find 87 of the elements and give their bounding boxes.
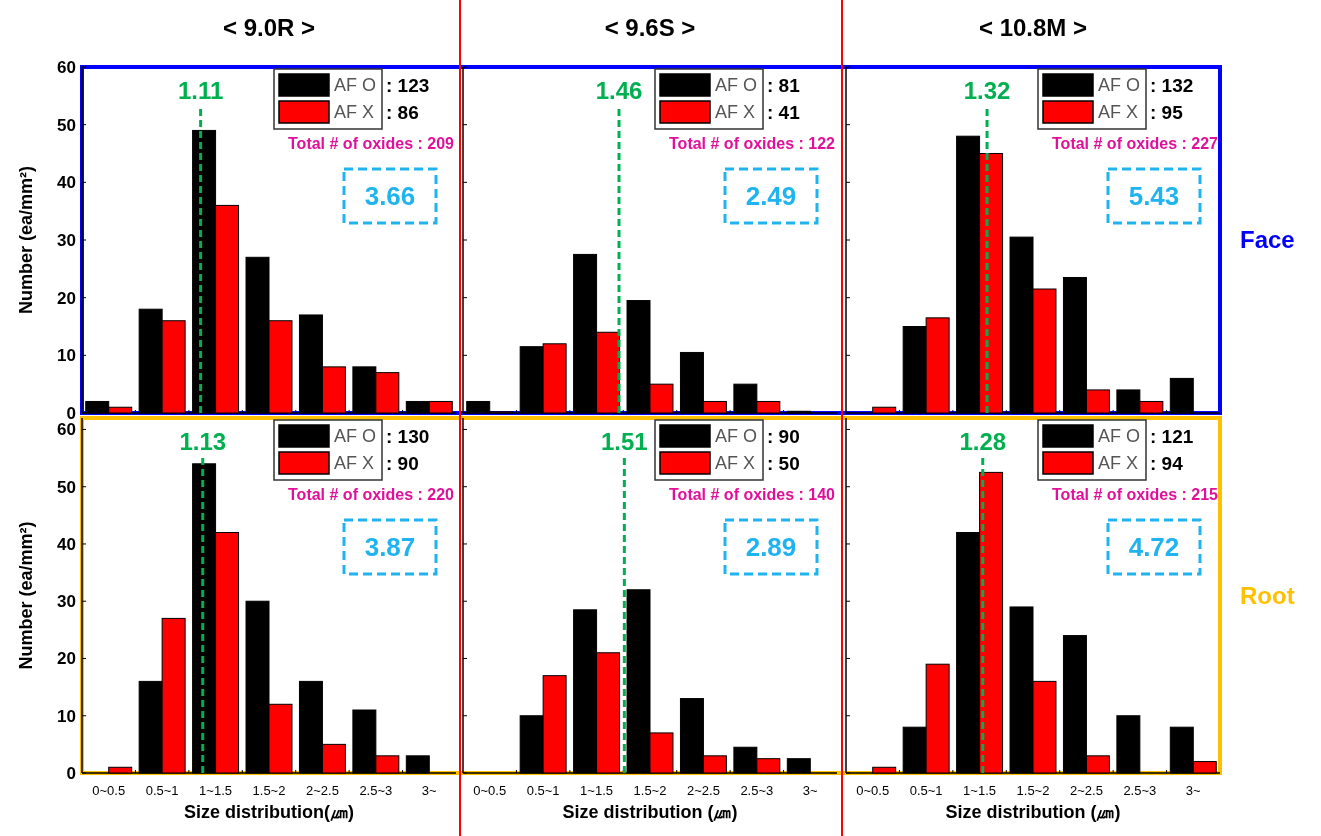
x-tick-label: 0.5~1 [526, 783, 560, 798]
annotation: : 132 [1150, 74, 1194, 96]
y-tick-label: 50 [57, 477, 76, 497]
x-tick-label: 2~2.5 [1069, 783, 1103, 798]
y-axis-title: Number (ea/mm²) [16, 165, 36, 315]
annotation: : 130 [386, 425, 430, 447]
y-tick-label: 30 [57, 230, 76, 250]
y-tick-label: 0 [66, 763, 76, 783]
y-tick-label: 20 [57, 288, 76, 308]
ref-line-label: 1.46 [595, 77, 643, 104]
x-tick-label: 1.5~2 [1016, 783, 1050, 798]
x-tick-label: 0~0.5 [92, 783, 126, 798]
legend-label: AF X [334, 453, 375, 474]
legend-label: AF X [715, 453, 756, 474]
annotation: : 123 [386, 74, 430, 96]
y-tick-label: 60 [57, 57, 76, 77]
x-tick-label: 0.5~1 [909, 783, 943, 798]
annotation: 5.43 [1128, 181, 1180, 212]
y-tick-label: 60 [57, 420, 76, 440]
x-tick-label: 0~0.5 [473, 783, 507, 798]
x-tick-label: 2.5~3 [740, 783, 774, 798]
annotation: 2.89 [745, 532, 797, 563]
annotation: : 81 [767, 74, 801, 96]
x-axis-title: Size distribution(㎛) [184, 802, 354, 822]
legend-label: AF O [334, 426, 377, 447]
legend-label: AF O [715, 75, 758, 96]
annotation: : 50 [767, 452, 800, 474]
annotation: : 90 [386, 452, 419, 474]
chart-title: < 9.0R > [222, 14, 316, 41]
y-tick-label: 10 [57, 346, 76, 366]
y-tick-label: 10 [57, 706, 76, 726]
annotation: Total # of oxides : 220 [288, 486, 455, 503]
x-tick-label: 3~ [1185, 783, 1202, 798]
legend-label: AF X [1098, 453, 1139, 474]
annotation: : 86 [386, 101, 419, 123]
x-tick-label: 1~1.5 [580, 783, 614, 798]
ref-line-label: 1.28 [959, 428, 1007, 455]
y-tick-label: 30 [57, 592, 76, 612]
x-axis-title: Size distribution (㎛) [945, 802, 1121, 822]
ref-line-label: 1.13 [179, 428, 227, 455]
annotation: : 41 [767, 101, 801, 123]
legend-label: AF X [715, 102, 756, 123]
x-tick-label: 2~2.5 [686, 783, 720, 798]
x-tick-label: 1.5~2 [252, 783, 286, 798]
annotation: Total # of oxides : 215 [1052, 486, 1219, 503]
legend-label: AF O [1098, 426, 1141, 447]
ref-line-label: 1.11 [177, 77, 224, 104]
text: Root [1240, 581, 1295, 609]
y-tick-label: 40 [57, 173, 76, 193]
x-tick-label: 1~1.5 [199, 783, 233, 798]
ref-line-label: 1.51 [600, 428, 648, 455]
annotation: 4.72 [1128, 532, 1180, 563]
chart-title: < 9.6S > [604, 14, 696, 41]
legend-label: AF X [1098, 102, 1139, 123]
annotation: : 121 [1150, 425, 1194, 447]
x-tick-label: 3~ [802, 783, 819, 798]
x-tick-label: 2.5~3 [359, 783, 393, 798]
annotation: Total # of oxides : 122 [669, 135, 836, 152]
x-tick-label: 2~2.5 [305, 783, 339, 798]
x-tick-label: 3~ [421, 783, 438, 798]
x-tick-label: 2.5~3 [1123, 783, 1157, 798]
annotation: 3.66 [364, 181, 416, 212]
annotation: : 90 [767, 425, 800, 447]
legend-label: AF X [334, 102, 375, 123]
y-tick-label: 20 [57, 649, 76, 669]
x-tick-label: 1~1.5 [963, 783, 997, 798]
x-tick-label: 0~0.5 [856, 783, 890, 798]
legend-label: AF O [715, 426, 758, 447]
ref-line-label: 1.32 [963, 77, 1011, 104]
annotation: Total # of oxides : 227 [1052, 135, 1219, 152]
legend-label: AF O [334, 75, 377, 96]
annotation: 3.87 [364, 532, 416, 563]
y-axis-title: Number (ea/mm²) [16, 521, 36, 670]
x-tick-label: 1.5~2 [633, 783, 667, 798]
chart-title: < 10.8M > [978, 14, 1088, 41]
x-tick-label: 0.5~1 [145, 783, 179, 798]
annotation: 2.49 [745, 181, 797, 212]
y-tick-label: 50 [57, 115, 76, 135]
annotation: Total # of oxides : 209 [288, 135, 455, 152]
x-axis-title: Size distribution (㎛) [562, 802, 738, 822]
y-tick-label: 40 [57, 534, 76, 554]
y-tick-label: 0 [66, 403, 76, 423]
legend-label: AF O [1098, 75, 1141, 96]
text: Face [1240, 226, 1295, 254]
annotation: : 94 [1150, 452, 1184, 474]
annotation: Total # of oxides : 140 [669, 486, 836, 503]
annotation: : 95 [1150, 101, 1184, 123]
